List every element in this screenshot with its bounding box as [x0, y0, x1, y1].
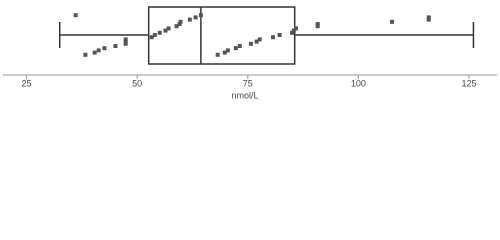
point — [225, 48, 230, 53]
point — [187, 17, 192, 22]
point — [152, 33, 157, 37]
chart: nmol/L 25 50 75 100 125 — [3, 6, 497, 100]
point — [426, 15, 431, 20]
point — [248, 41, 253, 46]
point — [102, 46, 107, 51]
point — [177, 22, 182, 26]
point — [157, 30, 162, 35]
x-axis-label: nmol/L — [231, 90, 258, 100]
point — [294, 26, 299, 31]
point — [271, 35, 276, 40]
x-tick-label: 50 — [132, 78, 142, 88]
point — [96, 48, 101, 53]
point — [237, 44, 242, 48]
point — [215, 52, 220, 57]
point — [73, 13, 78, 18]
point — [290, 30, 295, 35]
point — [277, 33, 282, 37]
box — [147, 6, 296, 65]
x-tick-label: 100 — [351, 78, 366, 88]
x-tick-label: 75 — [243, 78, 253, 88]
point — [233, 46, 238, 51]
point — [123, 41, 128, 46]
point — [254, 39, 259, 44]
x-tick-label: 25 — [22, 78, 32, 88]
point — [83, 52, 88, 57]
point — [291, 28, 296, 33]
point — [166, 26, 171, 31]
point — [123, 37, 128, 42]
point — [198, 13, 203, 18]
point — [163, 28, 168, 33]
point — [222, 50, 227, 55]
point — [257, 37, 262, 42]
point — [426, 17, 431, 22]
point — [178, 19, 183, 24]
x-tick-label: 125 — [462, 78, 477, 88]
point — [193, 15, 198, 20]
point — [149, 35, 154, 40]
point — [315, 24, 320, 29]
point — [174, 24, 179, 29]
point — [315, 22, 320, 26]
point — [113, 44, 118, 48]
point — [123, 39, 128, 44]
point — [92, 50, 97, 55]
point — [390, 19, 395, 24]
